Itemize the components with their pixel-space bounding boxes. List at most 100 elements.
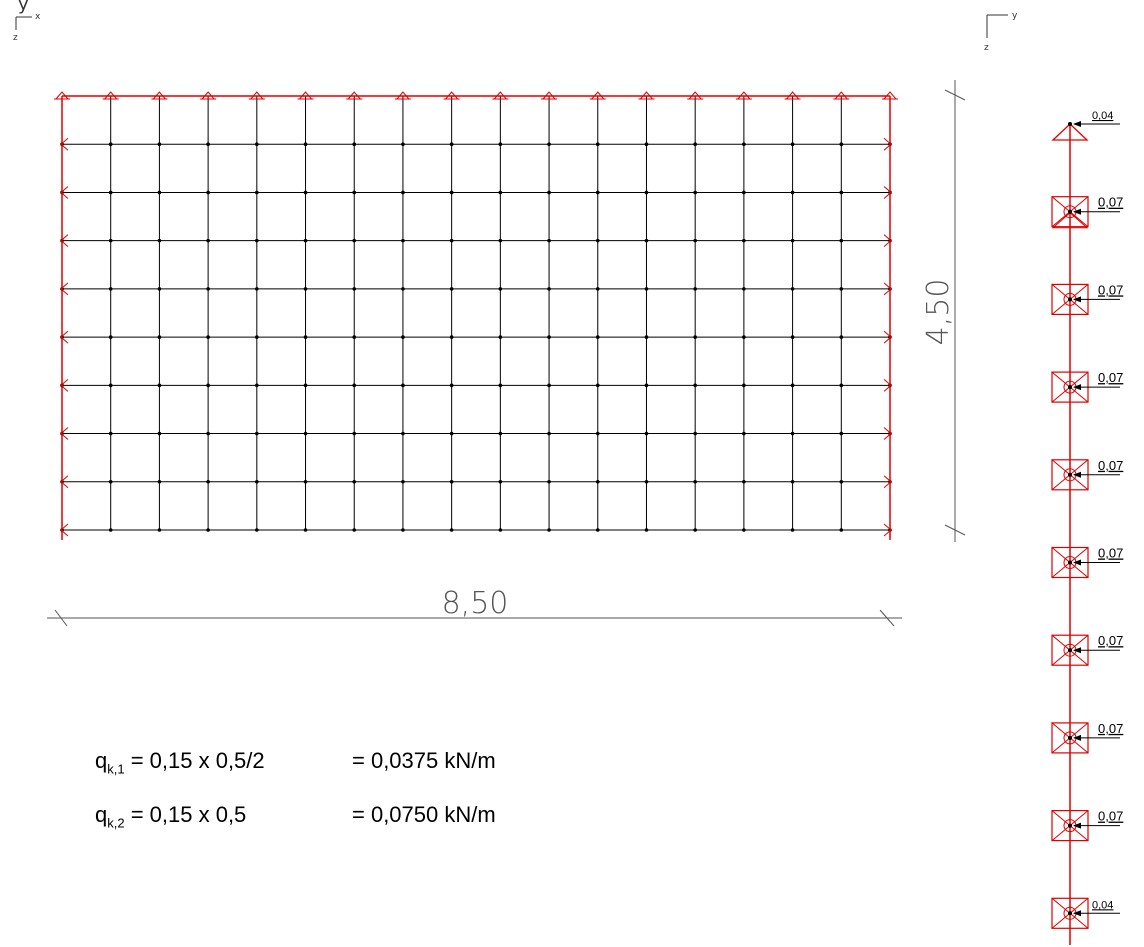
mesh-node (547, 287, 551, 291)
mesh-node (742, 190, 746, 195)
mesh-node (352, 383, 357, 388)
support-right (883, 330, 892, 344)
column-node: 0,07 (1051, 458, 1123, 491)
mesh-node (157, 287, 162, 291)
mesh-node (595, 479, 600, 484)
mesh-node (498, 528, 503, 532)
mesh-node (742, 142, 746, 147)
column-node: 0,07 (1051, 633, 1123, 666)
mesh-node (108, 383, 113, 388)
formula-qk1-symbol: q (95, 748, 108, 773)
column-node-point (1068, 472, 1072, 477)
mesh-node (644, 287, 649, 291)
mesh-node (401, 142, 405, 147)
mesh-node (157, 238, 162, 243)
mesh-node (644, 142, 649, 147)
mesh-node (693, 383, 697, 388)
support-top (346, 91, 363, 100)
mesh-node (206, 528, 210, 532)
mesh-node (498, 431, 503, 436)
column-node-point (1068, 385, 1072, 390)
axis-triad-right: y z (984, 11, 1018, 53)
mesh-node (401, 190, 405, 195)
formula-qk1-result: = 0,0375 kN/m (352, 748, 496, 773)
formula-qk2-subscript: k,2 (107, 815, 125, 831)
support-left (60, 475, 69, 489)
support-left (60, 378, 69, 392)
column-node: 0,07 (1051, 721, 1123, 754)
mesh-node (401, 287, 405, 291)
mesh-node (108, 431, 113, 436)
support-right (883, 234, 892, 248)
mesh-node (255, 431, 259, 436)
support-top (248, 91, 265, 100)
support-top (687, 91, 704, 100)
axis-label-x-left: x (35, 12, 41, 22)
mesh-node (303, 335, 308, 339)
column-node: 0,04 (1051, 897, 1120, 929)
mesh-node (595, 431, 600, 436)
mesh-node (693, 190, 697, 195)
mesh-node (839, 190, 844, 195)
mesh-node (108, 335, 113, 339)
mesh-node (401, 479, 405, 484)
support-top (151, 91, 168, 100)
mesh-node (401, 238, 405, 243)
mesh-node (401, 431, 405, 436)
load-value-label: 0,04 (1092, 899, 1113, 911)
support-top (541, 91, 558, 100)
mesh-node (839, 335, 844, 339)
mesh-node (108, 190, 113, 195)
mesh-node (157, 431, 162, 436)
mesh-node (693, 528, 697, 532)
dimension-height-label: 4,50 (921, 279, 956, 346)
mesh-node (644, 238, 649, 243)
mesh-node (742, 238, 746, 243)
support-right (883, 427, 892, 440)
dimension-width-label: 8,50 (442, 586, 509, 621)
mesh-node (498, 190, 503, 195)
mesh-node (449, 431, 454, 436)
mesh-node (108, 142, 113, 147)
dimension-height: 4,50 (921, 80, 966, 542)
support-left (60, 186, 69, 199)
axis-triad-left: y x z (13, 0, 41, 43)
column-node-point (1068, 648, 1072, 653)
column-node-point (1068, 209, 1072, 214)
formula-qk1-expression: = 0,15 x 0,5/2 (124, 748, 265, 773)
mesh-node (157, 190, 162, 195)
mesh-node (644, 431, 649, 436)
mesh-node (303, 528, 308, 532)
axis-label-z-left: z (13, 33, 18, 43)
support-top (200, 91, 217, 100)
load-value-label: 0,07 (1098, 546, 1123, 561)
support-top (638, 91, 655, 100)
mesh-node (303, 383, 308, 388)
mesh-node (157, 528, 162, 532)
column-node: 0,07 (1051, 546, 1123, 579)
support-left (60, 282, 69, 296)
mesh-node (401, 383, 405, 388)
mesh-node (352, 142, 357, 147)
support-right (883, 523, 892, 537)
support-top (443, 91, 460, 100)
load-value-label: 0,07 (1098, 195, 1123, 210)
mesh-node (108, 287, 113, 291)
mesh-node (401, 528, 405, 532)
mesh-node (108, 528, 113, 532)
axis-label-z-right: z (984, 43, 989, 53)
support-left (60, 234, 69, 248)
mesh-node (790, 383, 795, 388)
load-value-label: 0,07 (1098, 282, 1123, 297)
mesh-node (595, 528, 600, 532)
mesh-node (255, 287, 259, 291)
mesh-node (449, 383, 454, 388)
mesh-node (255, 238, 259, 243)
mesh-node (693, 142, 697, 147)
mesh-node (839, 528, 844, 532)
mesh-node (108, 479, 113, 484)
support-top (589, 91, 606, 100)
mesh-node (644, 383, 649, 388)
mesh-node (352, 528, 357, 532)
support-left (60, 427, 69, 440)
